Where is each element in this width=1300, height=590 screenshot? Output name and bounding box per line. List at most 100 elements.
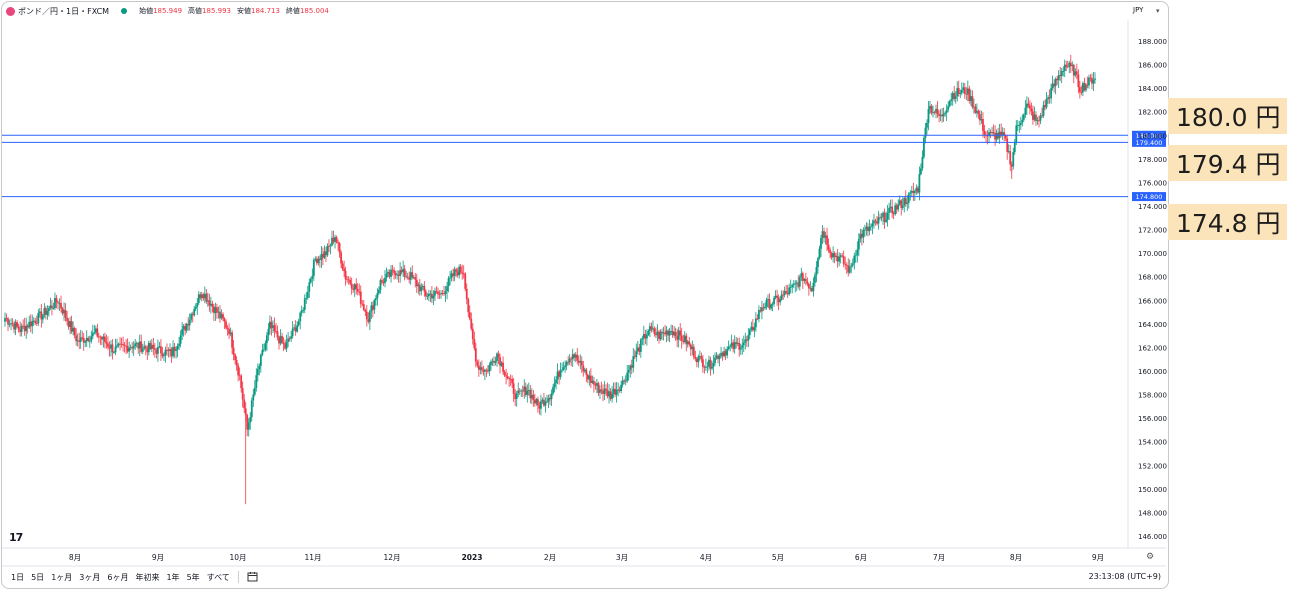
range-ytd-button[interactable]: 年初来 [135, 572, 160, 582]
candle-body [762, 307, 765, 309]
candle-body [649, 326, 651, 331]
candle-body [508, 378, 511, 379]
candle-body [282, 342, 285, 344]
candle-body [447, 278, 450, 287]
candle-body [46, 311, 49, 315]
y-tick-label: 182.000 [1138, 109, 1167, 117]
y-tick-label: 164.000 [1138, 321, 1167, 329]
symbol-title: ポンド／円・1日・FXCM [18, 6, 110, 16]
symbol-info[interactable]: ポンド／円・1日・FXCM [6, 6, 109, 17]
candle-body [966, 88, 969, 95]
candle-body [379, 280, 382, 290]
y-tick-label: 188.000 [1138, 38, 1167, 46]
y-tick-label: 150.000 [1138, 486, 1167, 494]
candle-body [1030, 108, 1033, 112]
candle-body [874, 220, 877, 222]
calendar-icon[interactable] [247, 571, 258, 584]
candle-body [848, 266, 851, 273]
candle-body [583, 369, 586, 372]
candle-body [181, 329, 184, 336]
range-1d-button[interactable]: 1日 [11, 572, 25, 582]
candle-body [612, 388, 615, 394]
candle-body [726, 348, 729, 356]
candle-body [664, 332, 666, 335]
candle-body [182, 326, 185, 330]
candle-body [968, 88, 971, 101]
range-6m-button[interactable]: 6ヶ月 [107, 572, 129, 582]
chevron-down-icon[interactable]: ▾ [1156, 7, 1160, 15]
range-5d-button[interactable]: 5日 [31, 572, 45, 582]
candle-body [373, 299, 376, 310]
candle-body [603, 388, 606, 394]
candle-body [1054, 78, 1057, 87]
candle-body [898, 200, 901, 205]
candle-body [977, 110, 980, 115]
range-all-button[interactable]: すべて [206, 572, 230, 582]
candle-body [147, 343, 150, 353]
candle-body [658, 331, 660, 340]
candle-body [717, 355, 719, 360]
candle-body [782, 294, 785, 296]
candle-body [624, 381, 627, 382]
candle-body [273, 325, 276, 332]
candle-body [299, 312, 302, 322]
candle-body [614, 388, 616, 395]
candle-body [564, 365, 567, 368]
candle-body [623, 380, 626, 382]
candle-body [194, 306, 197, 309]
candle-body [382, 281, 385, 284]
candle-body [767, 299, 769, 300]
candle-body [682, 340, 685, 342]
range-1y-button[interactable]: 1年 [166, 572, 180, 582]
candle-body [423, 285, 426, 292]
candle-body [856, 249, 859, 256]
candle-body [1027, 103, 1030, 106]
candle-body [217, 311, 220, 313]
candle-body [700, 356, 703, 360]
candle-body [523, 386, 526, 392]
tradingview-logo-icon[interactable]: 17 [9, 531, 23, 544]
clock[interactable]: 23:13:08 (UTC+9) [1088, 572, 1161, 581]
candle-body [900, 200, 903, 208]
candle-body [149, 343, 152, 349]
candle-body [956, 88, 959, 97]
candle-body [1036, 120, 1039, 122]
candle-body [102, 336, 105, 340]
high-label: 高値 [188, 7, 203, 15]
candle-body [417, 284, 420, 287]
candle-body [894, 205, 897, 215]
candle-body [1024, 107, 1027, 115]
candle-body [279, 336, 282, 344]
candle-body [556, 371, 559, 380]
candle-body [871, 223, 874, 227]
candle-body [1077, 74, 1080, 88]
candle-body [647, 330, 650, 335]
candle-body [561, 369, 564, 371]
candle-body [936, 108, 939, 115]
candle-body [546, 401, 548, 403]
high-value: 185.993 [202, 7, 231, 15]
candle-body [435, 290, 438, 292]
currency-selector[interactable]: JPY [1133, 6, 1144, 14]
candle-body [128, 348, 131, 352]
x-tick-label: 5月 [772, 553, 784, 562]
candle-body [403, 268, 406, 277]
candle-body [267, 328, 270, 336]
candle-body [938, 114, 940, 116]
candle-body [988, 132, 990, 137]
range-5y-button[interactable]: 5年 [186, 572, 200, 582]
y-axis: 188.000 186.000 184.000 182.000 180.000 178.0… [1138, 38, 1167, 541]
range-3m-button[interactable]: 3ヶ月 [79, 572, 101, 582]
candle-body [708, 359, 710, 367]
candle-body [983, 130, 986, 135]
candle-body [396, 274, 398, 276]
candle-body [801, 273, 804, 281]
candle-body [1071, 64, 1074, 67]
candle-body [328, 245, 330, 247]
candle-body [636, 347, 639, 352]
gear-icon[interactable]: ⚙ [1146, 552, 1155, 562]
range-1m-button[interactable]: 1ヶ月 [51, 572, 73, 582]
candle-body [711, 366, 713, 369]
